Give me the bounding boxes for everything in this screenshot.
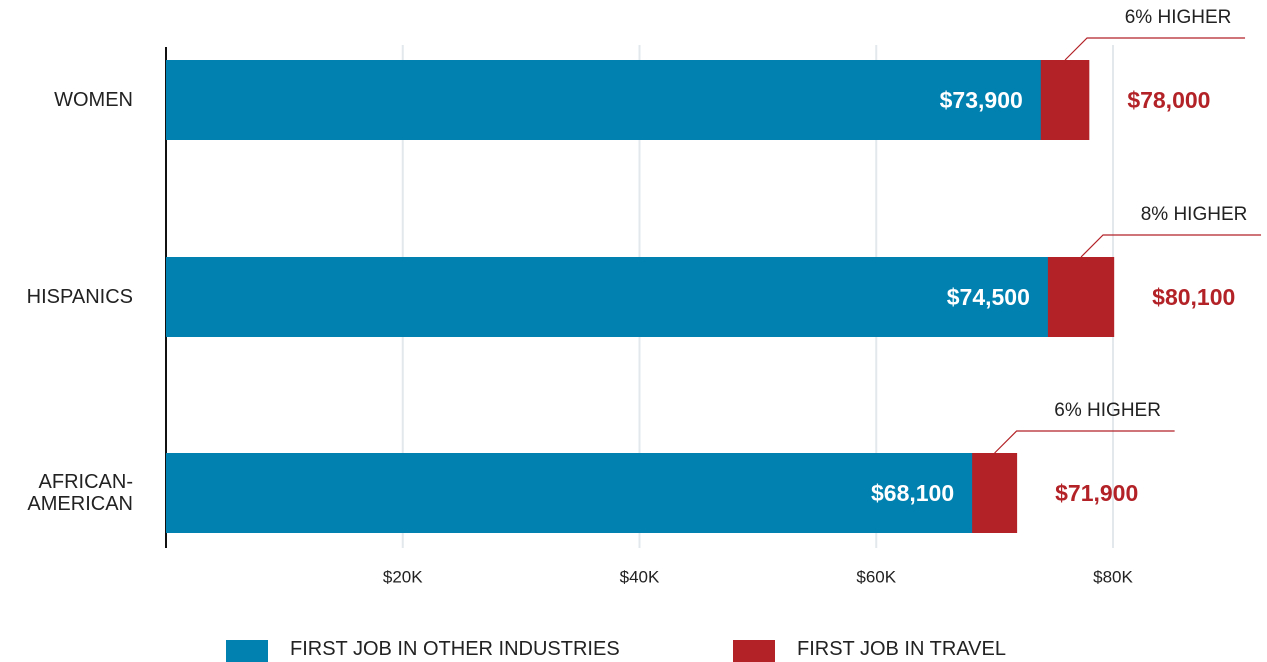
value-label: $71,900 [1055,480,1138,506]
x-tick-label: $40K [620,567,660,586]
annotation-leader [1064,37,1246,61]
category-label: WOMEN [54,89,133,111]
value-label: $73,900 [940,87,1023,113]
annotation: 8% HIGHER [1141,204,1248,225]
annotation-leader [1080,234,1262,258]
value-label: $68,100 [871,480,954,506]
legend-swatch [226,640,268,662]
value-label: $74,500 [947,284,1030,310]
legend-swatch [733,640,775,662]
legend-label: FIRST JOB IN OTHER INDUSTRIES [290,638,620,660]
value-label: $78,000 [1127,87,1210,113]
x-tick-label: $80K [1093,567,1133,586]
bar [166,60,1041,140]
category-label: AFRICAN- AMERICAN [27,471,133,515]
x-tick-label: $60K [856,567,896,586]
legend-label: FIRST JOB IN TRAVEL [797,638,1006,660]
bar [166,453,973,533]
bar [166,257,1048,337]
value-label: $80,100 [1152,284,1235,310]
annotation: 6% HIGHER [1054,400,1161,421]
category-label: HISPANICS [26,286,133,308]
annotation-leader [994,430,1175,454]
annotation: 6% HIGHER [1125,7,1232,28]
x-tick-label: $20K [383,567,423,586]
